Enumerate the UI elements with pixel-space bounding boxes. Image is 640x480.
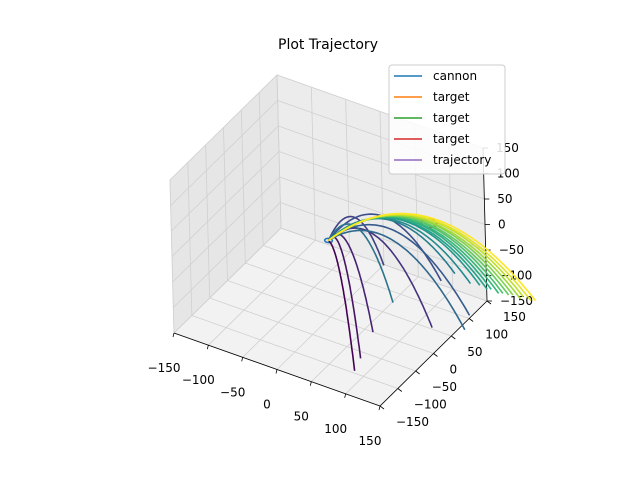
tick-labels: −150−100−50050100150−150−100−50050100150… — [148, 141, 533, 448]
x-tick-mark — [172, 332, 175, 338]
grid-line — [170, 100, 278, 206]
x-tick-label: 0 — [263, 398, 271, 412]
x-tick-mark — [241, 357, 244, 362]
z-tick-label: −150 — [500, 294, 533, 308]
legend-label: target — [433, 132, 470, 146]
y-tick-mark — [397, 388, 403, 392]
cannon-marker — [323, 237, 334, 244]
y-tick-mark — [468, 318, 474, 322]
trajectory-line — [328, 229, 466, 331]
legend-box — [388, 64, 506, 175]
x-tick-mark — [378, 405, 381, 411]
grid-line — [263, 245, 470, 319]
chart-title: Plot Trajectory — [278, 37, 378, 53]
x-tick-label: −100 — [182, 373, 215, 387]
x-tick-label: 100 — [324, 422, 347, 436]
trajectory-line — [327, 223, 394, 303]
y-tick-mark — [486, 300, 492, 305]
legend-label: cannon — [433, 69, 477, 83]
y-tick-label: 150 — [503, 310, 526, 324]
x-tick-mark — [344, 393, 347, 398]
x-tick-mark — [309, 381, 312, 386]
y-tick-mark — [451, 335, 456, 340]
y-tick-label: 0 — [450, 363, 458, 377]
z-tick-label: 50 — [497, 192, 512, 206]
y-tick-label: 50 — [467, 345, 482, 359]
legend: cannon target target target trajectory — [388, 64, 506, 175]
y-tick-label: −50 — [432, 380, 457, 394]
y-tick-mark — [415, 370, 420, 375]
y-tick-label: −100 — [414, 398, 447, 412]
z-tick-label: −50 — [499, 243, 524, 257]
x-tick-label: 50 — [294, 410, 309, 424]
y-tick-label: 100 — [485, 328, 508, 342]
legend-label: target — [433, 90, 470, 104]
z-tick-label: 0 — [498, 218, 506, 232]
grid-line — [276, 74, 282, 229]
trajectory-line — [328, 212, 537, 302]
trajectory-line — [327, 239, 356, 371]
trajectory-line — [328, 223, 471, 316]
x-tick-label: −150 — [148, 361, 181, 375]
grid-line — [169, 74, 278, 181]
y-tick-mark — [379, 405, 385, 410]
legend-label: target — [433, 111, 470, 125]
plot-series — [323, 212, 537, 371]
legend-label: trajectory — [433, 153, 491, 167]
x-tick-label: −50 — [220, 385, 245, 399]
x-tick-mark — [275, 369, 278, 374]
x-tick-label: 150 — [359, 434, 382, 448]
x-tick-mark — [206, 345, 209, 350]
y-tick-mark — [433, 353, 438, 357]
y-tick-label: −150 — [396, 415, 429, 429]
